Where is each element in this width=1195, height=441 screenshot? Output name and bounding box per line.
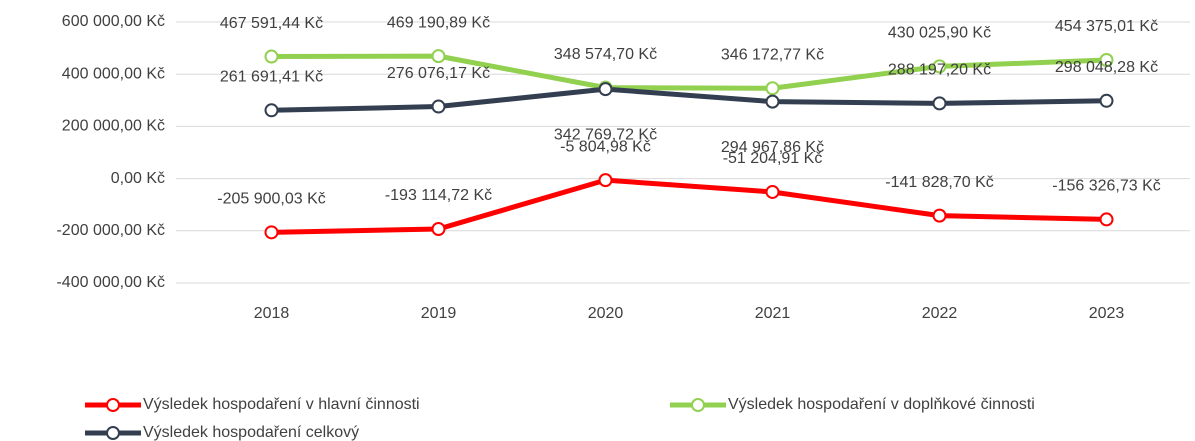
y-tick-label: 400 000,00 Kč [62,65,165,82]
y-tick-label: 0,00 Kč [111,170,165,187]
legend-label: Výsledek hospodaření v hlavní činnosti [143,396,420,413]
marker [1099,212,1114,227]
marker [765,94,780,109]
marker [765,184,780,199]
marker [765,81,780,96]
legend-label: Výsledek hospodaření v doplňkové činnost… [728,396,1035,413]
marker [932,59,947,74]
data-label: 298 048,28 Kč [1055,59,1158,76]
series-line [271,177,1107,235]
data-label: 346 172,77 Kč [721,46,824,63]
marker [431,222,446,237]
x-tick-label: 2019 [421,305,457,322]
marker [264,49,279,64]
series-line [271,86,1107,113]
data-label: -141 828,70 Kč [885,174,994,191]
legend-label: Výsledek hospodaření celkový [143,424,359,441]
x-tick-label: 2023 [1089,305,1125,322]
x-tick-label: 2021 [755,305,791,322]
data-label: 469 190,89 Kč [387,14,490,31]
x-tick-label: 2020 [588,305,624,322]
data-label: -51 204,91 Kč [723,150,823,167]
legend-marker [106,398,120,412]
data-label: 454 375,01 Kč [1055,18,1158,35]
marker [1099,93,1114,108]
x-tick-label: 2018 [254,305,290,322]
marker [264,225,279,240]
legend-marker [106,426,120,440]
marker [598,173,613,188]
y-tick-label: -400 000,00 Kč [56,274,165,291]
data-label: 288 197,20 Kč [888,62,991,79]
data-label: 342 769,72 Kč [554,126,657,143]
data-label: -5 804,98 Kč [560,138,651,155]
data-label: -205 900,03 Kč [217,191,326,208]
data-label: 430 025,90 Kč [888,25,991,42]
marker [932,96,947,111]
data-label: 261 691,41 Kč [220,69,323,86]
y-tick-label: 200 000,00 Kč [62,118,165,135]
data-label: 294 967,86 Kč [721,139,824,156]
data-label: -156 326,73 Kč [1052,178,1161,195]
data-label: 467 591,44 Kč [220,15,323,32]
y-tick-label: 600 000,00 Kč [62,13,165,30]
data-label: 348 574,70 Kč [554,46,657,63]
marker [431,49,446,64]
marker [1099,53,1114,68]
marker [264,103,279,118]
series-line [271,53,1107,91]
marker [598,82,613,97]
y-tick-label: -200 000,00 Kč [56,222,165,239]
data-label: 276 076,17 Kč [387,65,490,82]
x-tick-label: 2022 [922,305,958,322]
marker [431,99,446,114]
marker [932,208,947,223]
legend-marker [691,398,705,412]
data-label: -193 114,72 Kč [385,187,492,204]
